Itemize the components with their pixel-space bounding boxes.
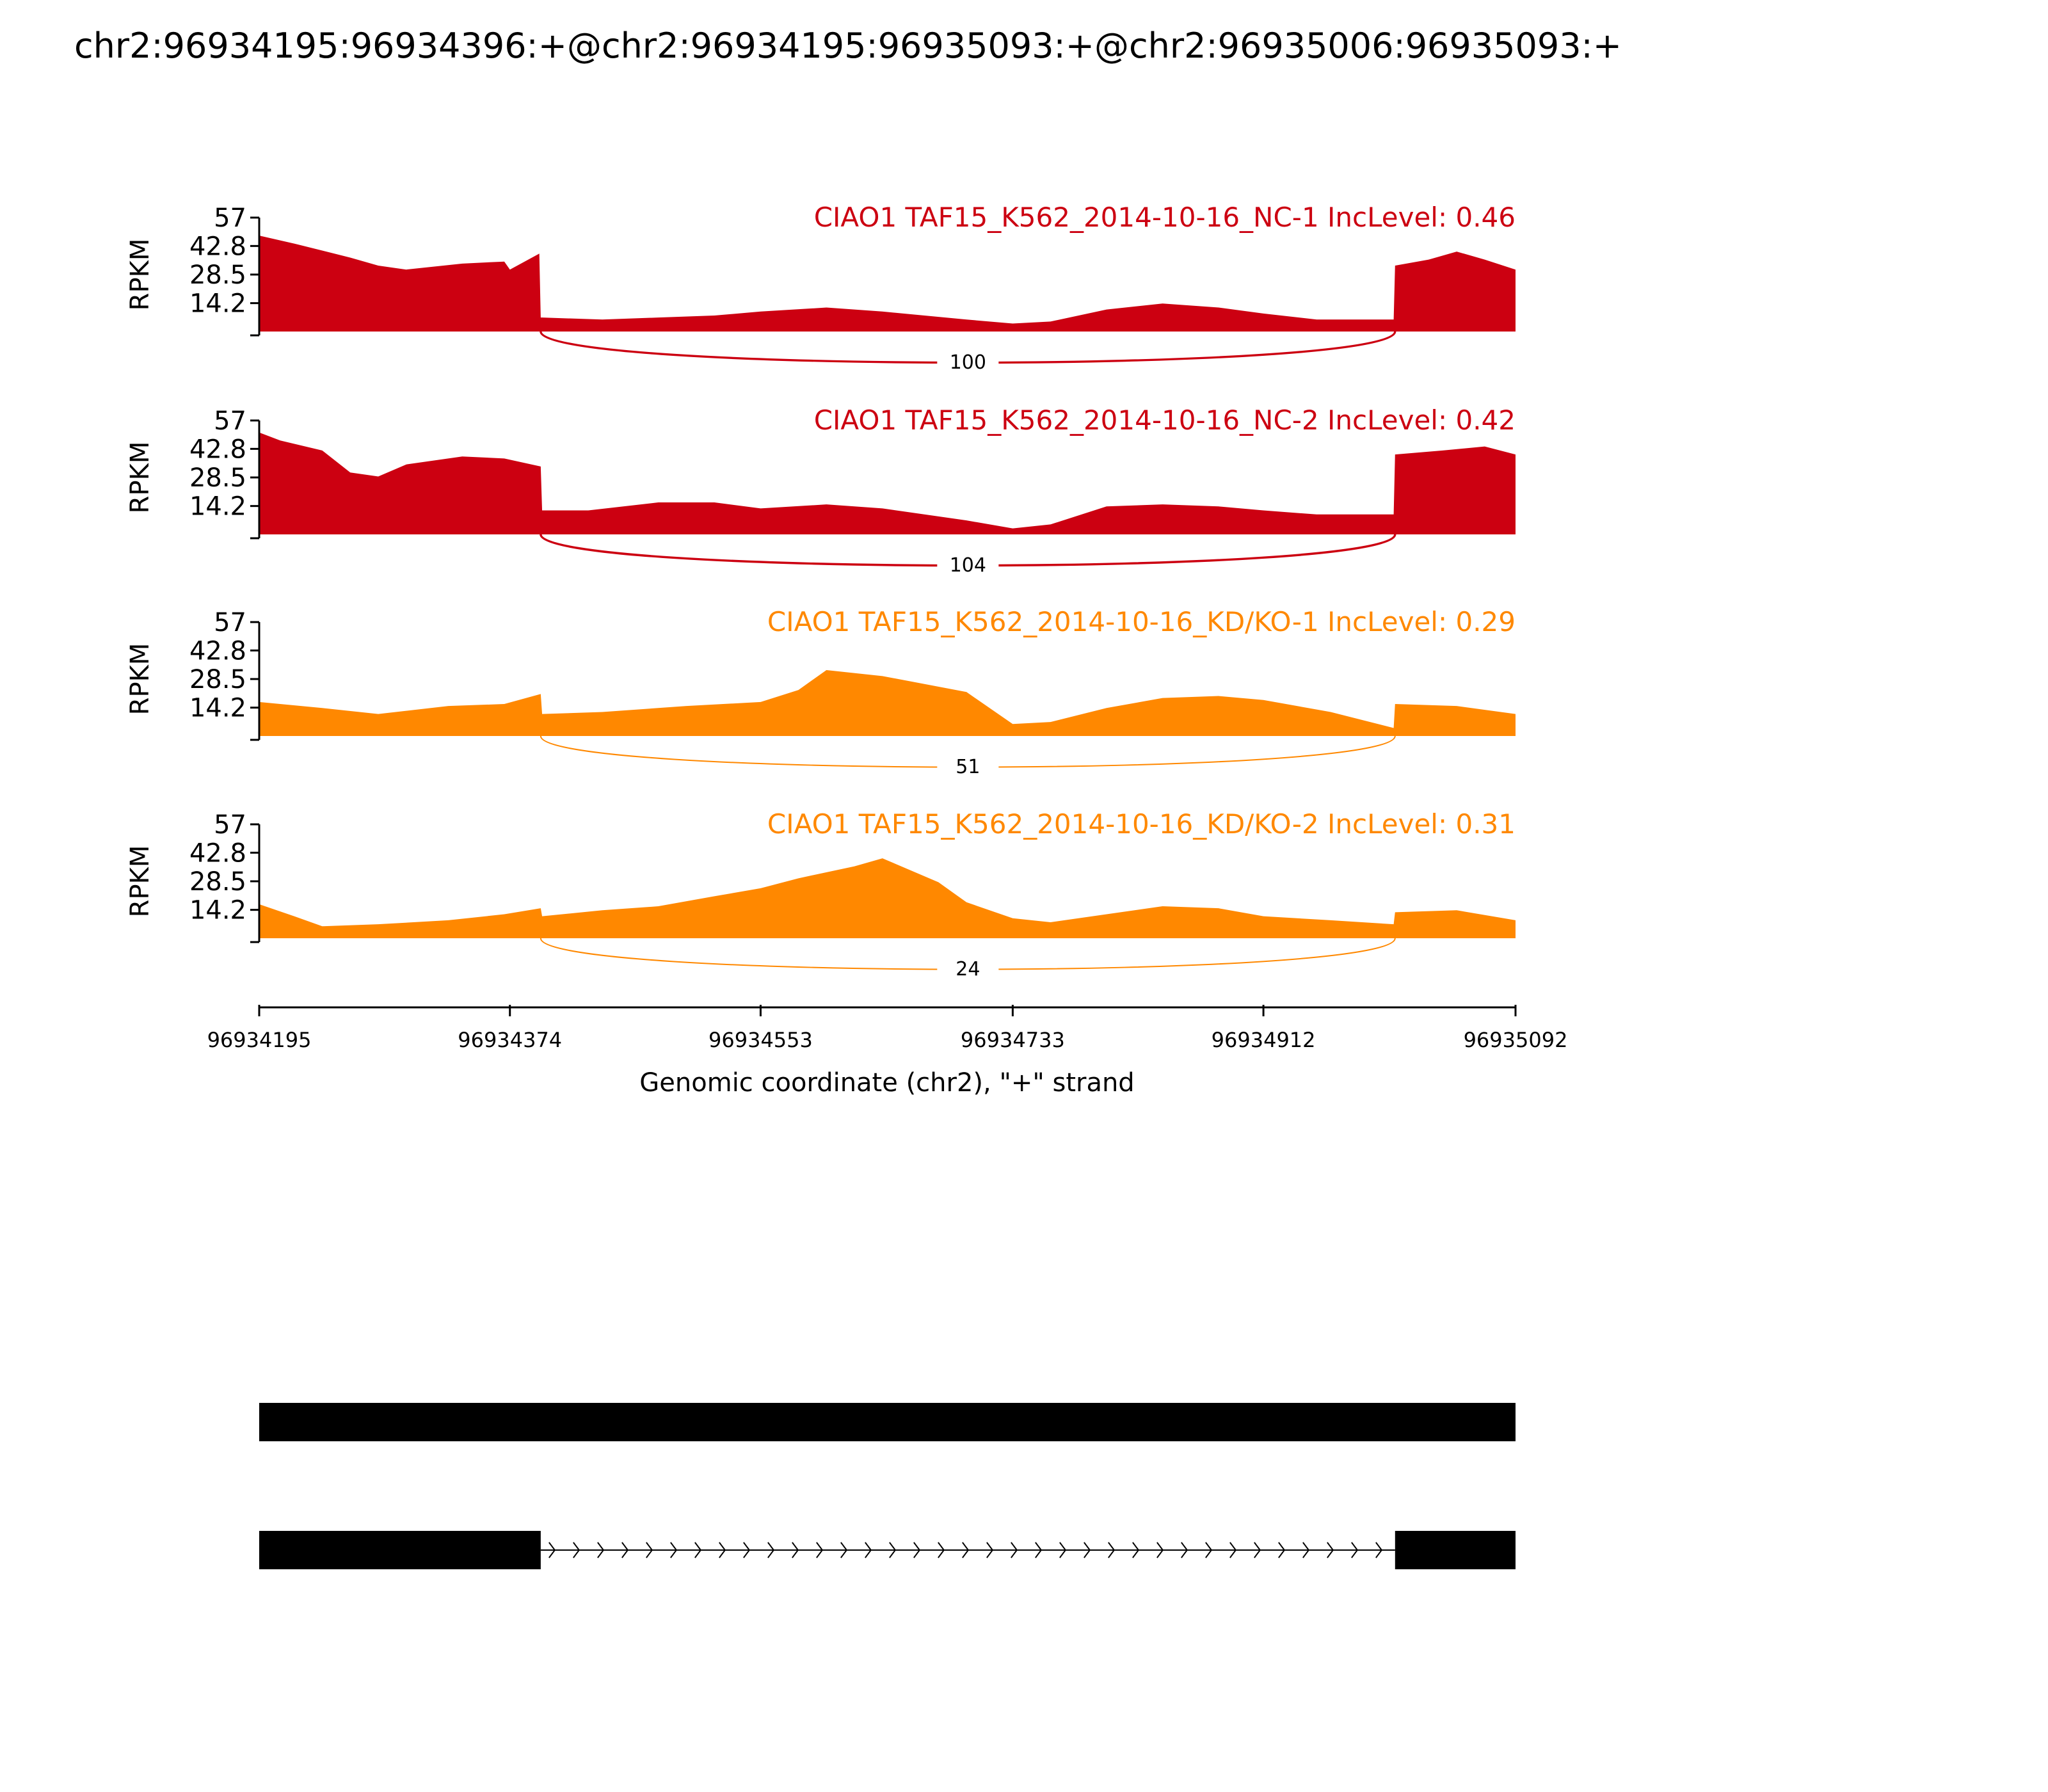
strand-arrow-icon bbox=[597, 1542, 605, 1558]
x-tick-label: 96934733 bbox=[961, 1028, 1065, 1052]
strand-arrow-icon bbox=[1327, 1542, 1334, 1558]
strand-arrow-icon bbox=[816, 1542, 824, 1558]
y-tick-label: 14.2 bbox=[189, 896, 246, 925]
y-tick-label: 42.8 bbox=[189, 636, 246, 666]
junction-label-bg bbox=[937, 550, 999, 578]
strand-arrow-icon bbox=[913, 1542, 921, 1558]
strand-arrow-icon bbox=[1108, 1542, 1116, 1558]
y-tick-label: 14.2 bbox=[189, 289, 246, 319]
y-tick-label: 57 bbox=[214, 608, 246, 637]
strand-arrow-icon bbox=[621, 1542, 629, 1558]
junction-count: 104 bbox=[950, 554, 986, 577]
strand-arrow-icon bbox=[865, 1542, 872, 1558]
strand-arrow-icon bbox=[767, 1542, 775, 1558]
junction-label-bg bbox=[937, 954, 999, 982]
strand-arrow-icon bbox=[792, 1542, 799, 1558]
coverage-area bbox=[259, 858, 1516, 938]
strand-arrow-icon bbox=[1302, 1542, 1310, 1558]
isoform-models bbox=[259, 1403, 1516, 1569]
strand-arrow-icon bbox=[743, 1542, 751, 1558]
y-axis-label: RPKM bbox=[125, 845, 155, 918]
figure-title: chr2:96934195:96934396:+@chr2:96934195:9… bbox=[74, 26, 1622, 66]
strand-arrow-icon bbox=[1084, 1542, 1091, 1558]
isoform-2 bbox=[259, 1531, 1516, 1569]
strand-arrow-icon bbox=[1011, 1542, 1018, 1558]
strand-arrow-icon bbox=[1059, 1542, 1067, 1558]
y-tick-label: 57 bbox=[214, 406, 246, 436]
x-tick-label: 96934374 bbox=[458, 1028, 562, 1052]
y-tick-label: 57 bbox=[214, 810, 246, 840]
coverage-area bbox=[259, 669, 1516, 736]
strand-arrow-icon bbox=[1181, 1542, 1188, 1558]
coverage-area bbox=[259, 432, 1516, 534]
strand-arrow-icon bbox=[986, 1542, 994, 1558]
junction-label-bg bbox=[937, 751, 999, 780]
junction-count: 100 bbox=[950, 351, 986, 374]
y-tick-label: 28.5 bbox=[189, 260, 246, 290]
strand-arrow-icon bbox=[646, 1542, 653, 1558]
exon-block bbox=[1395, 1531, 1516, 1569]
y-tick-label: 28.5 bbox=[189, 463, 246, 493]
strand-arrow-icon bbox=[1035, 1542, 1043, 1558]
x-axis: Genomic coordinate (chr2), "+" strand 96… bbox=[207, 1005, 1568, 1098]
strand-arrow-icon bbox=[670, 1542, 678, 1558]
exon-block bbox=[259, 1403, 1516, 1441]
y-tick-label: 42.8 bbox=[189, 838, 246, 868]
strand-arrow-icon bbox=[889, 1542, 897, 1558]
strand-arrow-icon bbox=[1156, 1542, 1164, 1558]
y-tick-label: 14.2 bbox=[189, 694, 246, 723]
track-label: CIAO1 TAF15_K562_2014-10-16_NC-1 IncLeve… bbox=[814, 202, 1516, 233]
x-axis-label: Genomic coordinate (chr2), "+" strand bbox=[639, 1068, 1134, 1098]
y-axis-label: RPKM bbox=[125, 239, 155, 311]
x-tick-label: 96935092 bbox=[1464, 1028, 1568, 1052]
strand-arrow-icon bbox=[719, 1542, 726, 1558]
strand-arrow-icon bbox=[840, 1542, 848, 1558]
y-axis-label: RPKM bbox=[125, 643, 155, 716]
strand-arrow-icon bbox=[1132, 1542, 1140, 1558]
exon-block bbox=[259, 1531, 541, 1569]
strand-arrow-icon bbox=[1278, 1542, 1286, 1558]
y-tick-label: 42.8 bbox=[189, 435, 246, 464]
track-label: CIAO1 TAF15_K562_2014-10-16_KD/KO-2 IncL… bbox=[767, 808, 1516, 840]
strand-arrow-icon bbox=[1351, 1542, 1359, 1558]
x-tick-label: 96934912 bbox=[1212, 1028, 1316, 1052]
isoform-1 bbox=[259, 1403, 1516, 1441]
strand-arrow-icon bbox=[1205, 1542, 1213, 1558]
track-label: CIAO1 TAF15_K562_2014-10-16_KD/KO-1 IncL… bbox=[767, 606, 1516, 637]
coverage-area bbox=[259, 236, 1516, 332]
strand-arrow-icon bbox=[962, 1542, 970, 1558]
strand-arrow-icon bbox=[573, 1542, 580, 1558]
strand-arrow-icon bbox=[1229, 1542, 1237, 1558]
y-tick-label: 14.2 bbox=[189, 492, 246, 522]
y-tick-label: 28.5 bbox=[189, 665, 246, 694]
x-tick-label: 96934553 bbox=[708, 1028, 813, 1052]
junction-count: 24 bbox=[956, 958, 980, 980]
junction-count: 51 bbox=[956, 756, 980, 778]
y-tick-label: 57 bbox=[214, 204, 246, 233]
y-tick-label: 28.5 bbox=[189, 867, 246, 897]
y-axis-label: RPKM bbox=[125, 442, 155, 514]
strand-arrow-icon bbox=[1375, 1542, 1383, 1558]
junction-label-bg bbox=[937, 347, 999, 375]
strand-arrow-icon bbox=[938, 1542, 945, 1558]
y-tick-label: 42.8 bbox=[189, 232, 246, 261]
track-label: CIAO1 TAF15_K562_2014-10-16_NC-2 IncLeve… bbox=[814, 404, 1516, 436]
strand-arrow-icon bbox=[548, 1542, 556, 1558]
strand-arrow-icon bbox=[694, 1542, 702, 1558]
strand-arrow-icon bbox=[1254, 1542, 1261, 1558]
x-tick-label: 96934195 bbox=[207, 1028, 312, 1052]
